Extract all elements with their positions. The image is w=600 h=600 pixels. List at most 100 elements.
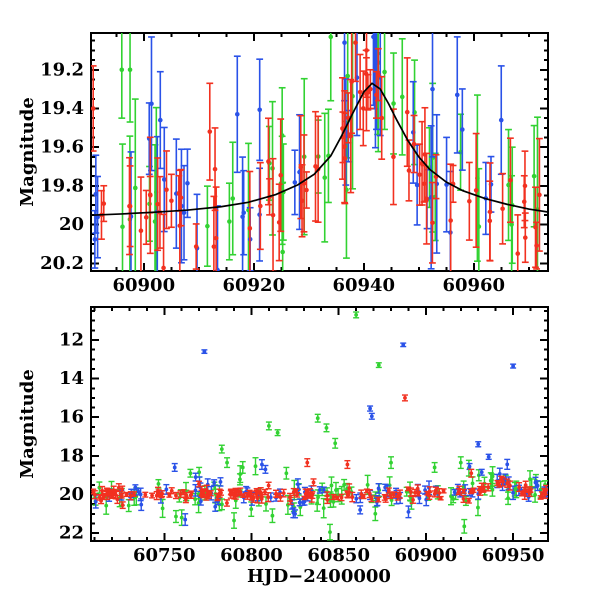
- data-point: [448, 218, 453, 223]
- data-point: [364, 489, 369, 493]
- y-tick-label: 20: [59, 484, 84, 505]
- data-point: [490, 478, 494, 483]
- data-point: [257, 107, 262, 113]
- data-point: [523, 487, 528, 492]
- data-point: [132, 185, 138, 191]
- data-point: [369, 414, 374, 419]
- data-point: [401, 342, 406, 347]
- top-panel: 60900 60920 60940 60960 19.2 19.4 19.6 19.8 20 20…: [40, 32, 549, 296]
- data-point: [339, 495, 344, 500]
- data-point: [478, 490, 483, 495]
- data-point: [108, 491, 113, 496]
- data-point: [406, 486, 411, 491]
- data-point: [486, 454, 491, 459]
- data-point: [354, 496, 359, 501]
- data-point: [120, 503, 125, 508]
- data-point: [391, 492, 396, 497]
- data-point: [230, 196, 236, 201]
- data-point: [213, 504, 218, 509]
- data-point: [174, 493, 178, 498]
- data-point: [345, 73, 350, 79]
- data-point: [461, 497, 466, 501]
- top-axes: [90, 32, 549, 272]
- y-tick-label: 19.8: [40, 175, 84, 196]
- data-point: [411, 141, 417, 147]
- data-point: [371, 34, 376, 40]
- data-point: [95, 214, 100, 220]
- data-point: [386, 488, 391, 493]
- top-series-blue: [91, 33, 505, 271]
- data-point: [207, 129, 213, 134]
- data-point: [388, 493, 393, 498]
- data-point: [333, 441, 338, 446]
- data-point: [164, 487, 169, 492]
- data-point: [315, 416, 320, 421]
- data-point: [460, 127, 465, 132]
- data-point: [156, 491, 161, 496]
- y-tick-label: 19.2: [40, 59, 84, 80]
- x-tick-label: 60900: [395, 545, 458, 566]
- data-point: [311, 480, 316, 485]
- data-point: [417, 172, 422, 177]
- data-point: [461, 489, 466, 494]
- data-point: [104, 503, 109, 508]
- x-tick-label: 60950: [482, 545, 545, 566]
- data-point: [398, 492, 402, 496]
- data-point: [335, 495, 340, 500]
- data-point: [155, 201, 160, 207]
- data-point: [247, 491, 252, 496]
- data-point: [342, 144, 347, 150]
- top-data: [91, 33, 543, 271]
- data-point: [202, 349, 207, 354]
- data-point: [274, 494, 279, 498]
- data-point: [156, 481, 161, 486]
- data-point: [470, 481, 475, 486]
- data-point: [399, 94, 405, 100]
- data-point: [365, 482, 370, 487]
- data-point: [360, 106, 366, 111]
- data-point: [174, 514, 178, 519]
- data-point: [266, 495, 271, 500]
- plot-panels: 60900 60920 60940 60960 19.2 19.4 19.6 19.8 20 20…: [40, 32, 549, 566]
- data-point: [331, 500, 336, 504]
- data-point: [225, 501, 229, 505]
- data-point: [211, 244, 217, 249]
- top-series-red: [91, 33, 543, 271]
- data-point: [389, 460, 393, 465]
- x-tick-label: 60850: [307, 545, 370, 566]
- bottom-series-green: [92, 311, 548, 541]
- data-point: [382, 69, 387, 75]
- data-point: [368, 406, 372, 411]
- data-point: [188, 471, 193, 476]
- data-point: [143, 492, 148, 497]
- data-point: [298, 164, 304, 170]
- data-point: [342, 40, 347, 45]
- data-point: [469, 471, 474, 476]
- data-point: [454, 92, 460, 98]
- data-point: [511, 364, 516, 368]
- data-point: [376, 363, 381, 368]
- data-point: [219, 490, 223, 495]
- data-point: [522, 493, 527, 497]
- data-point: [517, 485, 521, 489]
- data-point: [321, 506, 326, 511]
- data-point: [534, 243, 539, 248]
- x-tick-label: 60800: [220, 545, 283, 566]
- data-point: [543, 492, 548, 496]
- data-point: [498, 117, 504, 123]
- x-tick-label: 60920: [222, 275, 285, 296]
- data-point: [264, 502, 268, 506]
- x-tick-label: 60940: [332, 275, 395, 296]
- data-point: [280, 249, 285, 255]
- data-point: [505, 481, 510, 486]
- data-point: [185, 180, 190, 186]
- data-point: [523, 235, 528, 240]
- data-point: [301, 500, 305, 505]
- bottom-tick-labels: 60750 60800 60850 60900 60950 12 14 16 18 20 22: [59, 330, 544, 566]
- data-point: [247, 226, 253, 231]
- data-point: [208, 491, 213, 496]
- data-point: [456, 489, 461, 494]
- data-point: [127, 203, 132, 209]
- data-point: [101, 201, 107, 206]
